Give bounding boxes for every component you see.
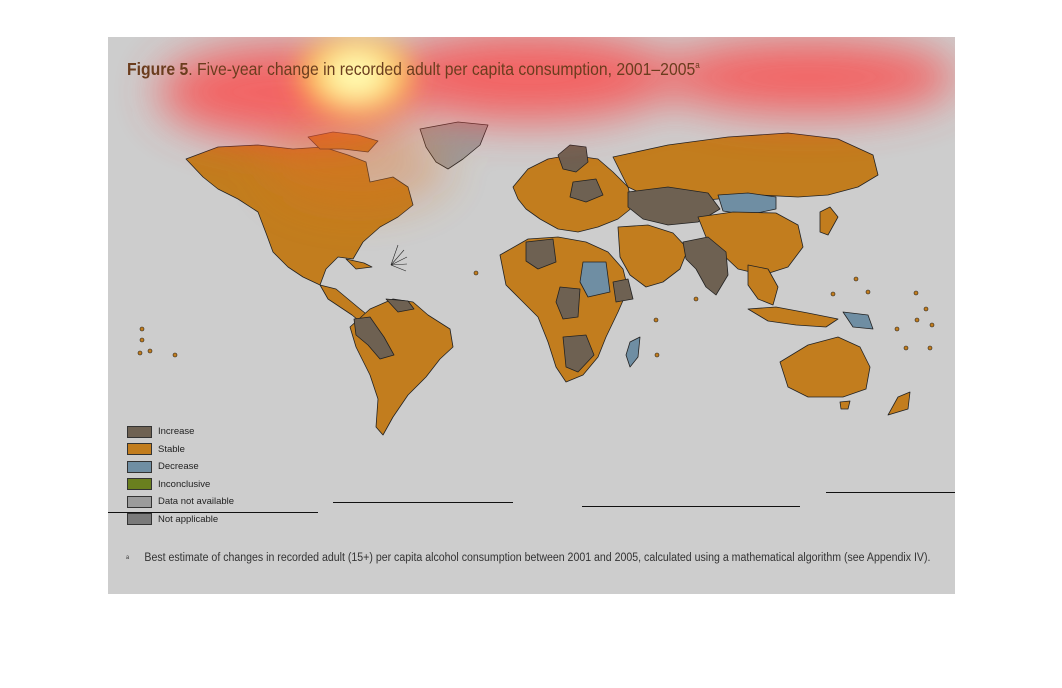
region-horn-of-africa <box>612 278 634 303</box>
region-central-africa <box>555 286 581 320</box>
footnote-text: Best estimate of changes in recorded adu… <box>144 552 931 564</box>
region-new-guinea <box>842 311 874 330</box>
region-indonesia <box>747 306 839 328</box>
island-markers <box>137 270 935 358</box>
region-peru-bolivia <box>353 316 395 360</box>
region-sahara-increase <box>525 238 557 270</box>
legend-item: Decrease <box>127 458 234 476</box>
region-sudan <box>579 261 611 298</box>
region-se-asia <box>747 264 779 306</box>
region-australia <box>779 336 871 398</box>
legend-item: Inconclusive <box>127 476 234 494</box>
figure-panel: Figure 5. Five-year change in recorded a… <box>108 37 955 594</box>
region-middle-east <box>617 224 689 288</box>
figure-title: Figure 5. Five-year change in recorded a… <box>127 59 700 80</box>
legend-swatch <box>127 443 152 456</box>
legend-label: Stable <box>158 443 185 455</box>
legend-swatch <box>127 513 152 526</box>
map-legend: Increase Stable Decrease Inconclusive Data n… <box>127 423 234 528</box>
region-caribbean <box>345 258 373 270</box>
region-japan <box>819 206 839 236</box>
legend-item: Data not available <box>127 493 234 511</box>
region-greenland <box>419 121 489 170</box>
legend-item: Stable <box>127 441 234 459</box>
world-map <box>137 121 935 436</box>
divider-line <box>582 506 800 508</box>
figure-label: Figure 5 <box>127 59 189 79</box>
region-central-asia <box>627 186 721 226</box>
region-new-zealand <box>887 391 911 416</box>
legend-label: Inconclusive <box>158 478 211 490</box>
legend-swatch <box>127 460 152 473</box>
legend-swatch <box>127 478 152 491</box>
divider-line <box>333 502 513 504</box>
legend-item: Increase <box>127 423 234 441</box>
region-tasmania <box>839 400 851 410</box>
legend-label: Increase <box>158 426 195 438</box>
legend-label: Decrease <box>158 461 199 473</box>
region-eastern-europe <box>569 178 604 203</box>
legend-swatch <box>127 425 152 438</box>
figure-title-text: . Five-year change in recorded adult per… <box>188 59 696 79</box>
region-southern-africa <box>562 334 595 373</box>
title-footnote-marker: a <box>695 60 700 71</box>
legend-swatch <box>127 495 152 508</box>
region-mongolia <box>717 192 777 216</box>
legend-label: Data not available <box>158 496 235 508</box>
region-north-america <box>185 144 414 286</box>
region-scandinavia <box>557 144 589 173</box>
region-venezuela <box>385 298 415 313</box>
region-south-asia <box>682 236 729 296</box>
footnote-marker: a <box>126 555 130 561</box>
legend-item: Not applicable <box>127 511 234 529</box>
region-madagascar <box>625 336 641 368</box>
divider-line <box>108 512 318 514</box>
divider-line <box>826 492 955 494</box>
legend-label: Not applicable <box>158 513 219 525</box>
caribbean-leader-lines <box>390 244 408 272</box>
